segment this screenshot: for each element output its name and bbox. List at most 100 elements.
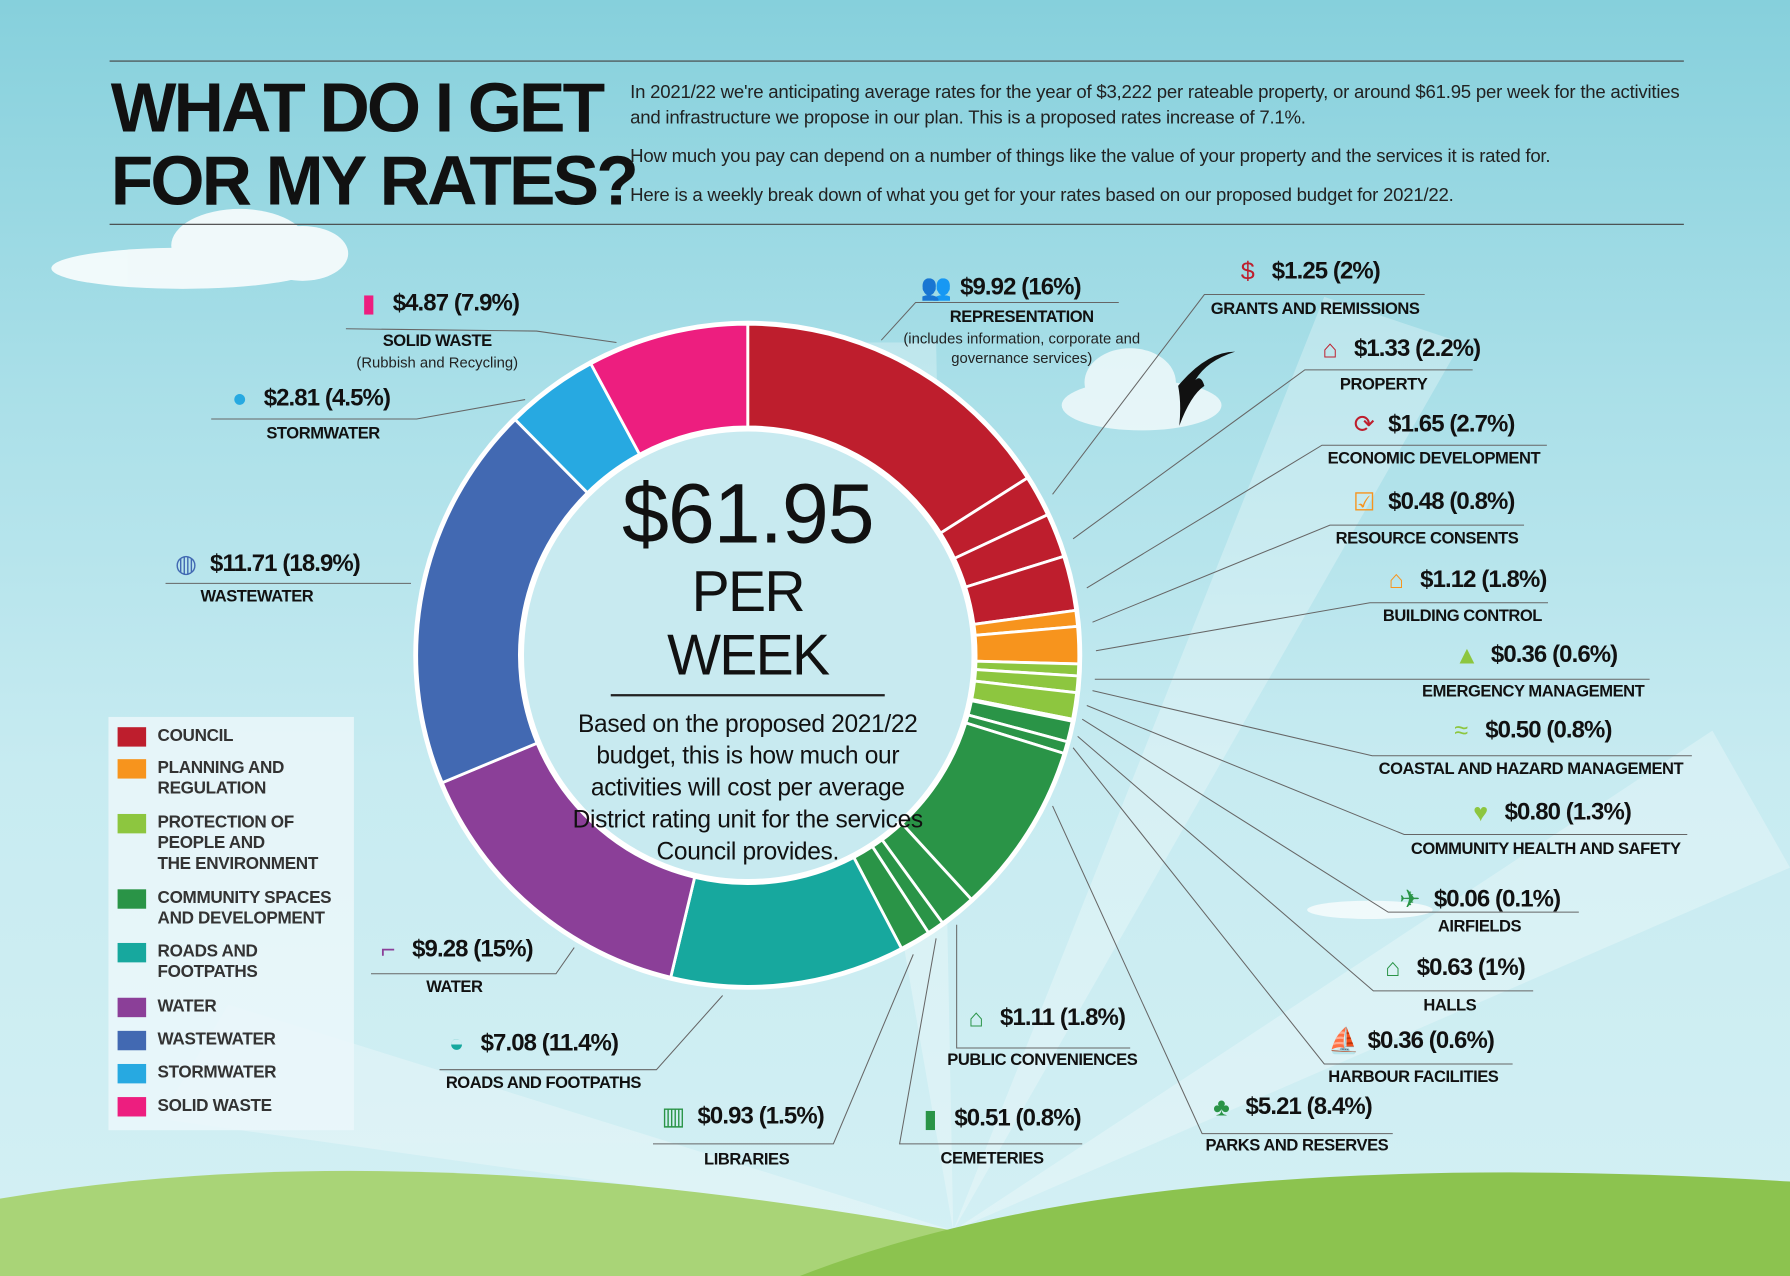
leader-line [1052,294,1425,495]
legend-label: PROTECTION OF PEOPLE AND THE ENVIRONMENT [157,812,319,874]
per-week-label: PER WEEK [610,559,885,697]
hill-left [0,1170,954,1276]
slice-label-name: HALLS [1423,997,1476,1015]
donut-center: $61.95 PER WEEK Based on the proposed 20… [565,465,930,868]
slice-value: $4.87 (7.9%) [392,289,520,317]
leader-line [1072,369,1473,540]
legend-label: WASTEWATER [157,1029,276,1050]
slice-name: BUILDING CONTROL [1382,607,1543,626]
legend-item: SOLID WASTE [117,1095,273,1117]
slice-label-name: STORMWATER [266,425,380,443]
slice-label-name: PARKS AND RESERVES [1205,1137,1388,1155]
manhole-icon: ◍ [175,549,198,578]
slice-subtitle: (includes information, corporate and gov… [903,329,1141,367]
slice-value: $0.93 (1.5%) [697,1102,825,1130]
legend-swatch [117,759,147,779]
headstone-icon: ▮ [923,1103,938,1133]
slice-label-name: SOLID WASTE (Rubbish and Recycling) [315,332,560,372]
books-icon: ▥ [661,1101,686,1131]
center-description: Based on the proposed 2021/22 budget, th… [572,710,924,866]
slice-value: $1.11 (1.8%) [1000,1004,1126,1031]
slice-label-name: BUILDING CONTROL [1382,607,1543,626]
slice-label-value: $ $1.25 (2%) [1231,253,1381,290]
people-icon: 👥 [920,272,952,302]
weekly-amount: $61.95 [621,465,875,561]
divider [109,223,1684,225]
legend-item: WATER [117,997,217,1018]
leader-line [1086,444,1547,589]
slice-name: REPRESENTATION [949,308,1094,327]
legend-swatch [117,997,147,1018]
leader-line [1095,602,1549,652]
legend-swatch [117,813,147,834]
slice-value: $0.63 (1%) [1416,954,1526,981]
slice-label-name: PUBLIC CONVENIENCES [947,1051,1137,1069]
slice-label-name: REPRESENTATION (includes information, cor… [899,308,1144,367]
slice-value: $9.28 (15%) [412,936,533,963]
boat-ramp-icon: ⛵ [1328,1026,1360,1055]
slice-label-name: WASTEWATER [200,588,313,606]
slice-value: $0.36 (0.6%) [1490,641,1618,668]
slice-name: GRANTS AND REMISSIONS [1210,300,1420,319]
slice-name: PUBLIC CONVENIENCES [947,1051,1138,1070]
slice-name: PARKS AND RESERVES [1205,1137,1389,1156]
slice-label-value: ⛵ $0.36 (0.6%) [1327,1023,1495,1060]
slice-label-value: ▮ $0.51 (0.8%) [913,1101,1081,1138]
legend-item: PROTECTION OF PEOPLE AND THE ENVIRONMENT [117,812,319,875]
slice-label-value: ⌐ $9.28 (15%) [371,932,534,969]
legend-swatch [117,1063,147,1084]
leader-line [211,399,526,420]
plane-icon: ✈ [1399,884,1421,914]
slice-subtitle: (Rubbish and Recycling) [356,353,519,372]
slice-name: COMMUNITY HEALTH AND SAFETY [1410,840,1681,859]
car-icon: ◒ [449,1028,465,1058]
legend-swatch [117,889,147,909]
slice-label-value: ≈ $0.50 (0.8%) [1444,712,1612,749]
slice-value: $0.06 (0.1%) [1433,885,1561,913]
leader-line [1092,690,1692,757]
slice-name: WASTEWATER [200,587,314,607]
donut-hole [519,426,977,884]
slice-value: $2.81 (4.5%) [263,384,391,411]
legend: COUNCIL PLANNING AND REGULATION PROTECTION… [108,716,354,1131]
leader-line [1052,805,1393,1135]
leader-line [371,947,575,975]
warning-icon: ▲ [1454,640,1480,669]
slice-label-value: ◍ $11.71 (18.9%) [169,546,361,583]
intro-text: In 2021/22 we're anticipating average ra… [630,80,1703,222]
slice-label-value: ⌂ $1.33 (2.2%) [1313,331,1481,368]
building-icon: ⌂ [1388,565,1404,594]
slice-value: $7.08 (11.4%) [480,1029,619,1056]
slice-label-name: CEMETERIES [941,1150,1045,1168]
leader-line [898,938,1083,1145]
slice-name: COASTAL AND HAZARD MANAGEMENT [1378,760,1684,779]
clipboard-icon: ☑ [1352,487,1376,517]
slice-label-value: ✈ $0.06 (0.1%) [1393,881,1561,918]
legend-swatch [117,1030,147,1051]
cloud [51,208,349,289]
legend-label: COMMUNITY SPACES AND DEVELOPMENT [157,888,332,929]
hand-dollar-icon: $ [1240,256,1255,286]
bin-bottle-icon: ▮ [361,288,376,318]
slice-value: $1.25 (2%) [1271,258,1381,285]
slice-name: LIBRARIES [704,1150,790,1169]
slice-label-name: LIBRARIES [704,1150,790,1169]
slice-label-name: COASTAL AND HAZARD MANAGEMENT [1379,760,1684,778]
legend-item: COMMUNITY SPACES AND DEVELOPMENT [117,888,332,929]
slice-label-name: AIRFIELDS [1438,918,1522,936]
leader-line [1077,735,1534,992]
house-icon: ⌂ [1322,334,1338,364]
legend-label: SOLID WASTE [157,1095,273,1116]
heart-cross-icon: ♥ [1473,797,1489,827]
slice-label-name: COMMUNITY HEALTH AND SAFETY [1411,840,1681,858]
slice-label-value: ⌂ $0.63 (1%) [1376,950,1526,987]
legend-item: ROADS AND FOOTPATHS [117,942,258,983]
slice-label-value: ▲ $0.36 (0.6%) [1450,637,1619,674]
water-drop-icon: ● [232,383,248,413]
legend-label: PLANNING AND REGULATION [157,758,285,798]
slice-label-name: PROPERTY [1340,376,1428,394]
leader-line [1086,705,1688,836]
slice-value: $11.71 (18.9%) [210,550,361,577]
slice-label-value: ♣ $5.21 (8.4%) [1204,1089,1372,1126]
